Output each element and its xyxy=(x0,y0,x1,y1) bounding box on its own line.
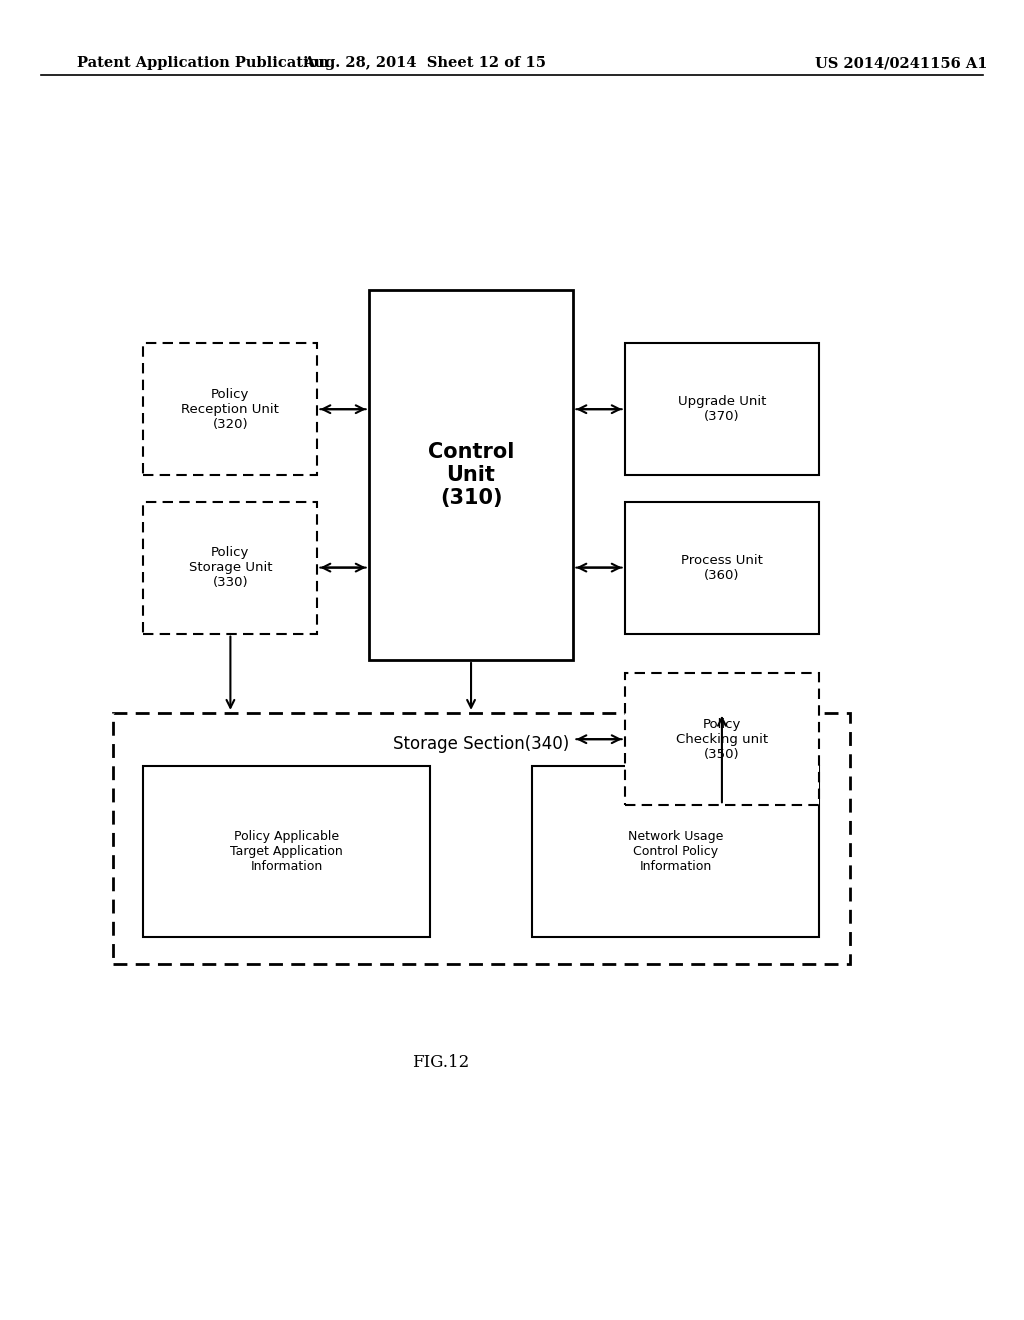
Text: Policy
Checking unit
(350): Policy Checking unit (350) xyxy=(676,718,768,760)
Bar xyxy=(143,502,317,634)
Bar xyxy=(143,343,317,475)
Bar xyxy=(625,502,819,634)
Bar xyxy=(625,343,819,475)
Text: Patent Application Publication: Patent Application Publication xyxy=(77,57,329,70)
Text: Policy Applicable
Target Application
Information: Policy Applicable Target Application Inf… xyxy=(230,830,343,873)
Bar xyxy=(369,290,573,660)
Text: FIG.12: FIG.12 xyxy=(412,1055,469,1071)
Text: Upgrade Unit
(370): Upgrade Unit (370) xyxy=(678,395,766,424)
Text: Aug. 28, 2014  Sheet 12 of 15: Aug. 28, 2014 Sheet 12 of 15 xyxy=(303,57,547,70)
Text: Policy
Storage Unit
(330): Policy Storage Unit (330) xyxy=(188,546,272,589)
Bar xyxy=(113,713,850,964)
Text: Control
Unit
(310): Control Unit (310) xyxy=(428,442,514,508)
Text: Storage Section(340): Storage Section(340) xyxy=(393,735,569,754)
Bar xyxy=(625,673,819,805)
Text: Policy
Reception Unit
(320): Policy Reception Unit (320) xyxy=(181,388,280,430)
Bar xyxy=(143,766,430,937)
Text: Network Usage
Control Policy
Information: Network Usage Control Policy Information xyxy=(628,830,724,873)
Bar xyxy=(532,766,819,937)
Text: Process Unit
(360): Process Unit (360) xyxy=(681,553,763,582)
Text: US 2014/0241156 A1: US 2014/0241156 A1 xyxy=(815,57,987,70)
